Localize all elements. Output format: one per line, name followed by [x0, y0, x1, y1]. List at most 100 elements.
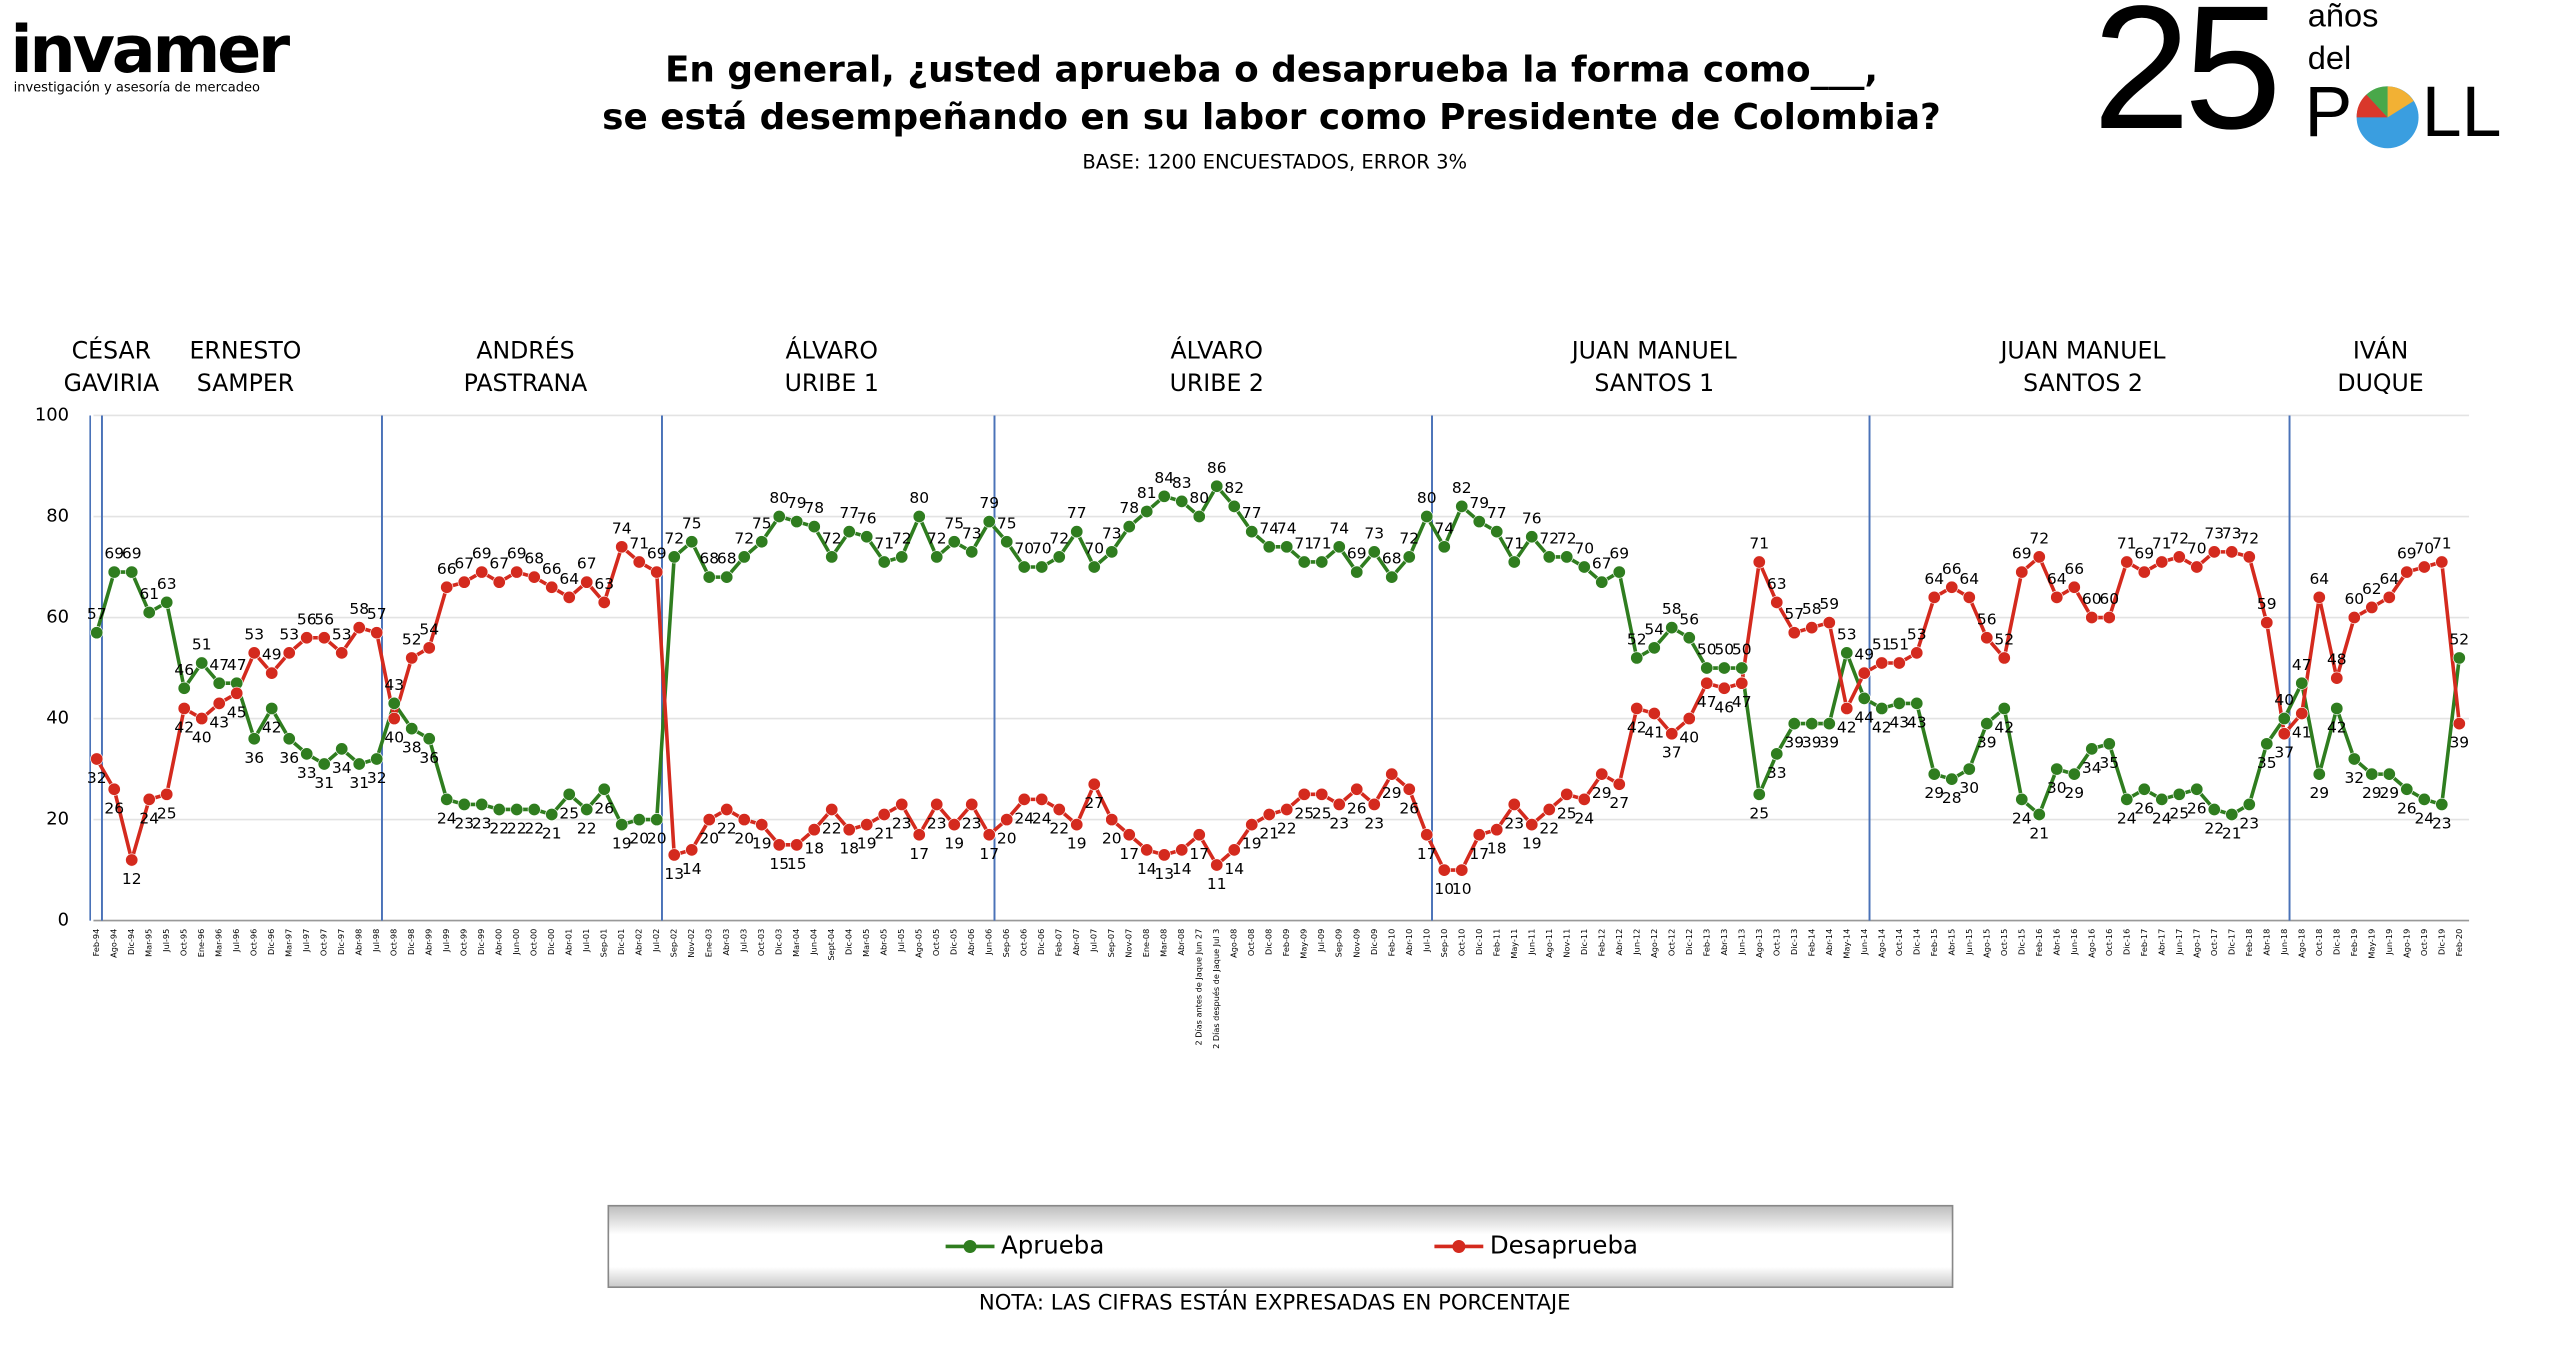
- data-point: [1910, 696, 1924, 710]
- data-label: 64: [2379, 570, 2399, 588]
- data-point: [580, 802, 594, 816]
- data-point: [1192, 828, 1206, 842]
- data-point: [1525, 530, 1539, 544]
- data-label: 57: [87, 605, 107, 623]
- x-tick-label: Jun-13: [1736, 929, 1746, 956]
- x-tick-label: Mar-05: [861, 929, 871, 957]
- data-label: 22: [1049, 820, 1069, 838]
- data-point: [615, 540, 629, 554]
- data-point: [2417, 792, 2431, 806]
- data-point: [1017, 792, 1031, 806]
- data-point: [230, 686, 244, 700]
- data-point: [2137, 565, 2151, 579]
- data-label: 75: [944, 514, 964, 532]
- data-point: [667, 848, 681, 862]
- series-line: [94, 483, 2462, 827]
- data-point: [2120, 555, 2134, 569]
- data-point: [1280, 540, 1294, 554]
- data-point: [492, 802, 506, 816]
- data-point: [1420, 828, 1434, 842]
- data-label: 25: [1749, 804, 1769, 822]
- x-tick-label: Nov-09: [1351, 929, 1361, 958]
- x-tick-label: Ago-16: [2086, 929, 2096, 958]
- data-point: [685, 535, 699, 549]
- badge-poll-right: LL: [2422, 72, 2502, 152]
- data-point: [632, 813, 646, 827]
- x-tick-label: Feb-12: [1596, 929, 1606, 957]
- data-label: 35: [2257, 754, 2277, 772]
- data-label: 70: [1032, 540, 1052, 558]
- x-tick-label: Abr-08: [1176, 929, 1186, 956]
- data-point: [1822, 717, 1836, 731]
- data-point: [650, 813, 664, 827]
- x-tick-label: Jul-99: [441, 929, 451, 953]
- data-point: [965, 545, 979, 559]
- period-label: DUQUE: [2337, 369, 2423, 397]
- data-label: 24: [1014, 809, 1034, 827]
- data-label: 79: [979, 494, 999, 512]
- x-tick-label: Abr-15: [1946, 929, 1956, 956]
- x-tick-label: Jul-05: [896, 929, 906, 953]
- data-label: 67: [454, 555, 474, 573]
- x-tick-label: Jun-06: [984, 929, 994, 956]
- data-label: 63: [594, 575, 614, 593]
- data-point: [1035, 560, 1049, 574]
- x-tick-label: Abr-18: [2261, 929, 2271, 956]
- data-point: [1455, 499, 1469, 513]
- data-label: 69: [507, 545, 527, 563]
- data-label: 53: [1837, 625, 1857, 643]
- data-label: 72: [1399, 529, 1419, 547]
- data-label: 66: [1942, 560, 1962, 578]
- x-tick-label: Mar-96: [214, 929, 224, 957]
- data-point: [1787, 626, 1801, 640]
- data-label: 68: [717, 550, 737, 568]
- x-tick-label: Feb-16: [2034, 929, 2044, 957]
- data-label: 53: [279, 625, 299, 643]
- data-point: [317, 631, 331, 645]
- data-label: 40: [1679, 729, 1699, 747]
- data-point: [2277, 712, 2291, 726]
- data-point: [2400, 782, 2414, 796]
- data-point: [1175, 494, 1189, 508]
- data-point: [265, 701, 279, 715]
- data-point: [1227, 499, 1241, 513]
- data-point: [1630, 701, 1644, 715]
- x-tick-label: Abr-07: [1071, 929, 1081, 956]
- data-point: [107, 565, 121, 579]
- x-tick-label: Jul-95: [161, 929, 171, 953]
- x-tick-label: Oct-08: [1246, 929, 1256, 956]
- x-tick-label: Oct-16: [2104, 929, 2114, 956]
- data-point: [2382, 590, 2396, 604]
- data-point: [1770, 595, 1784, 609]
- data-label: 79: [1469, 494, 1489, 512]
- data-point: [2172, 550, 2186, 564]
- data-label: 73: [962, 524, 982, 542]
- data-label: 12: [122, 870, 142, 888]
- data-label: 34: [332, 759, 352, 777]
- data-point: [1542, 802, 1556, 816]
- data-point: [1612, 565, 1626, 579]
- data-point: [1472, 828, 1486, 842]
- data-label: 71: [2432, 535, 2452, 553]
- data-label: 19: [1242, 835, 1262, 853]
- x-tick-label: Dic-01: [616, 929, 626, 955]
- x-tick-label: Dic-08: [1264, 929, 1274, 955]
- data-label: 26: [1399, 799, 1419, 817]
- data-point: [90, 752, 104, 766]
- x-tick-label: Ago-05: [914, 929, 924, 958]
- data-label: 78: [1119, 499, 1139, 517]
- data-label: 71: [629, 535, 649, 553]
- x-tick-label: Dic-17: [2226, 929, 2236, 955]
- data-point: [1647, 706, 1661, 721]
- data-label: 74: [1277, 519, 1297, 537]
- data-label: 50: [1714, 641, 1734, 659]
- x-tick-label: Dic-09: [1369, 929, 1379, 955]
- data-label: 17: [1189, 845, 1209, 863]
- data-label: 23: [1504, 814, 1524, 832]
- data-point: [510, 565, 524, 579]
- data-point: [125, 565, 139, 579]
- data-point: [1105, 545, 1119, 559]
- data-point: [1647, 641, 1661, 655]
- data-label: 47: [1697, 693, 1717, 711]
- data-label: 39: [1784, 734, 1804, 752]
